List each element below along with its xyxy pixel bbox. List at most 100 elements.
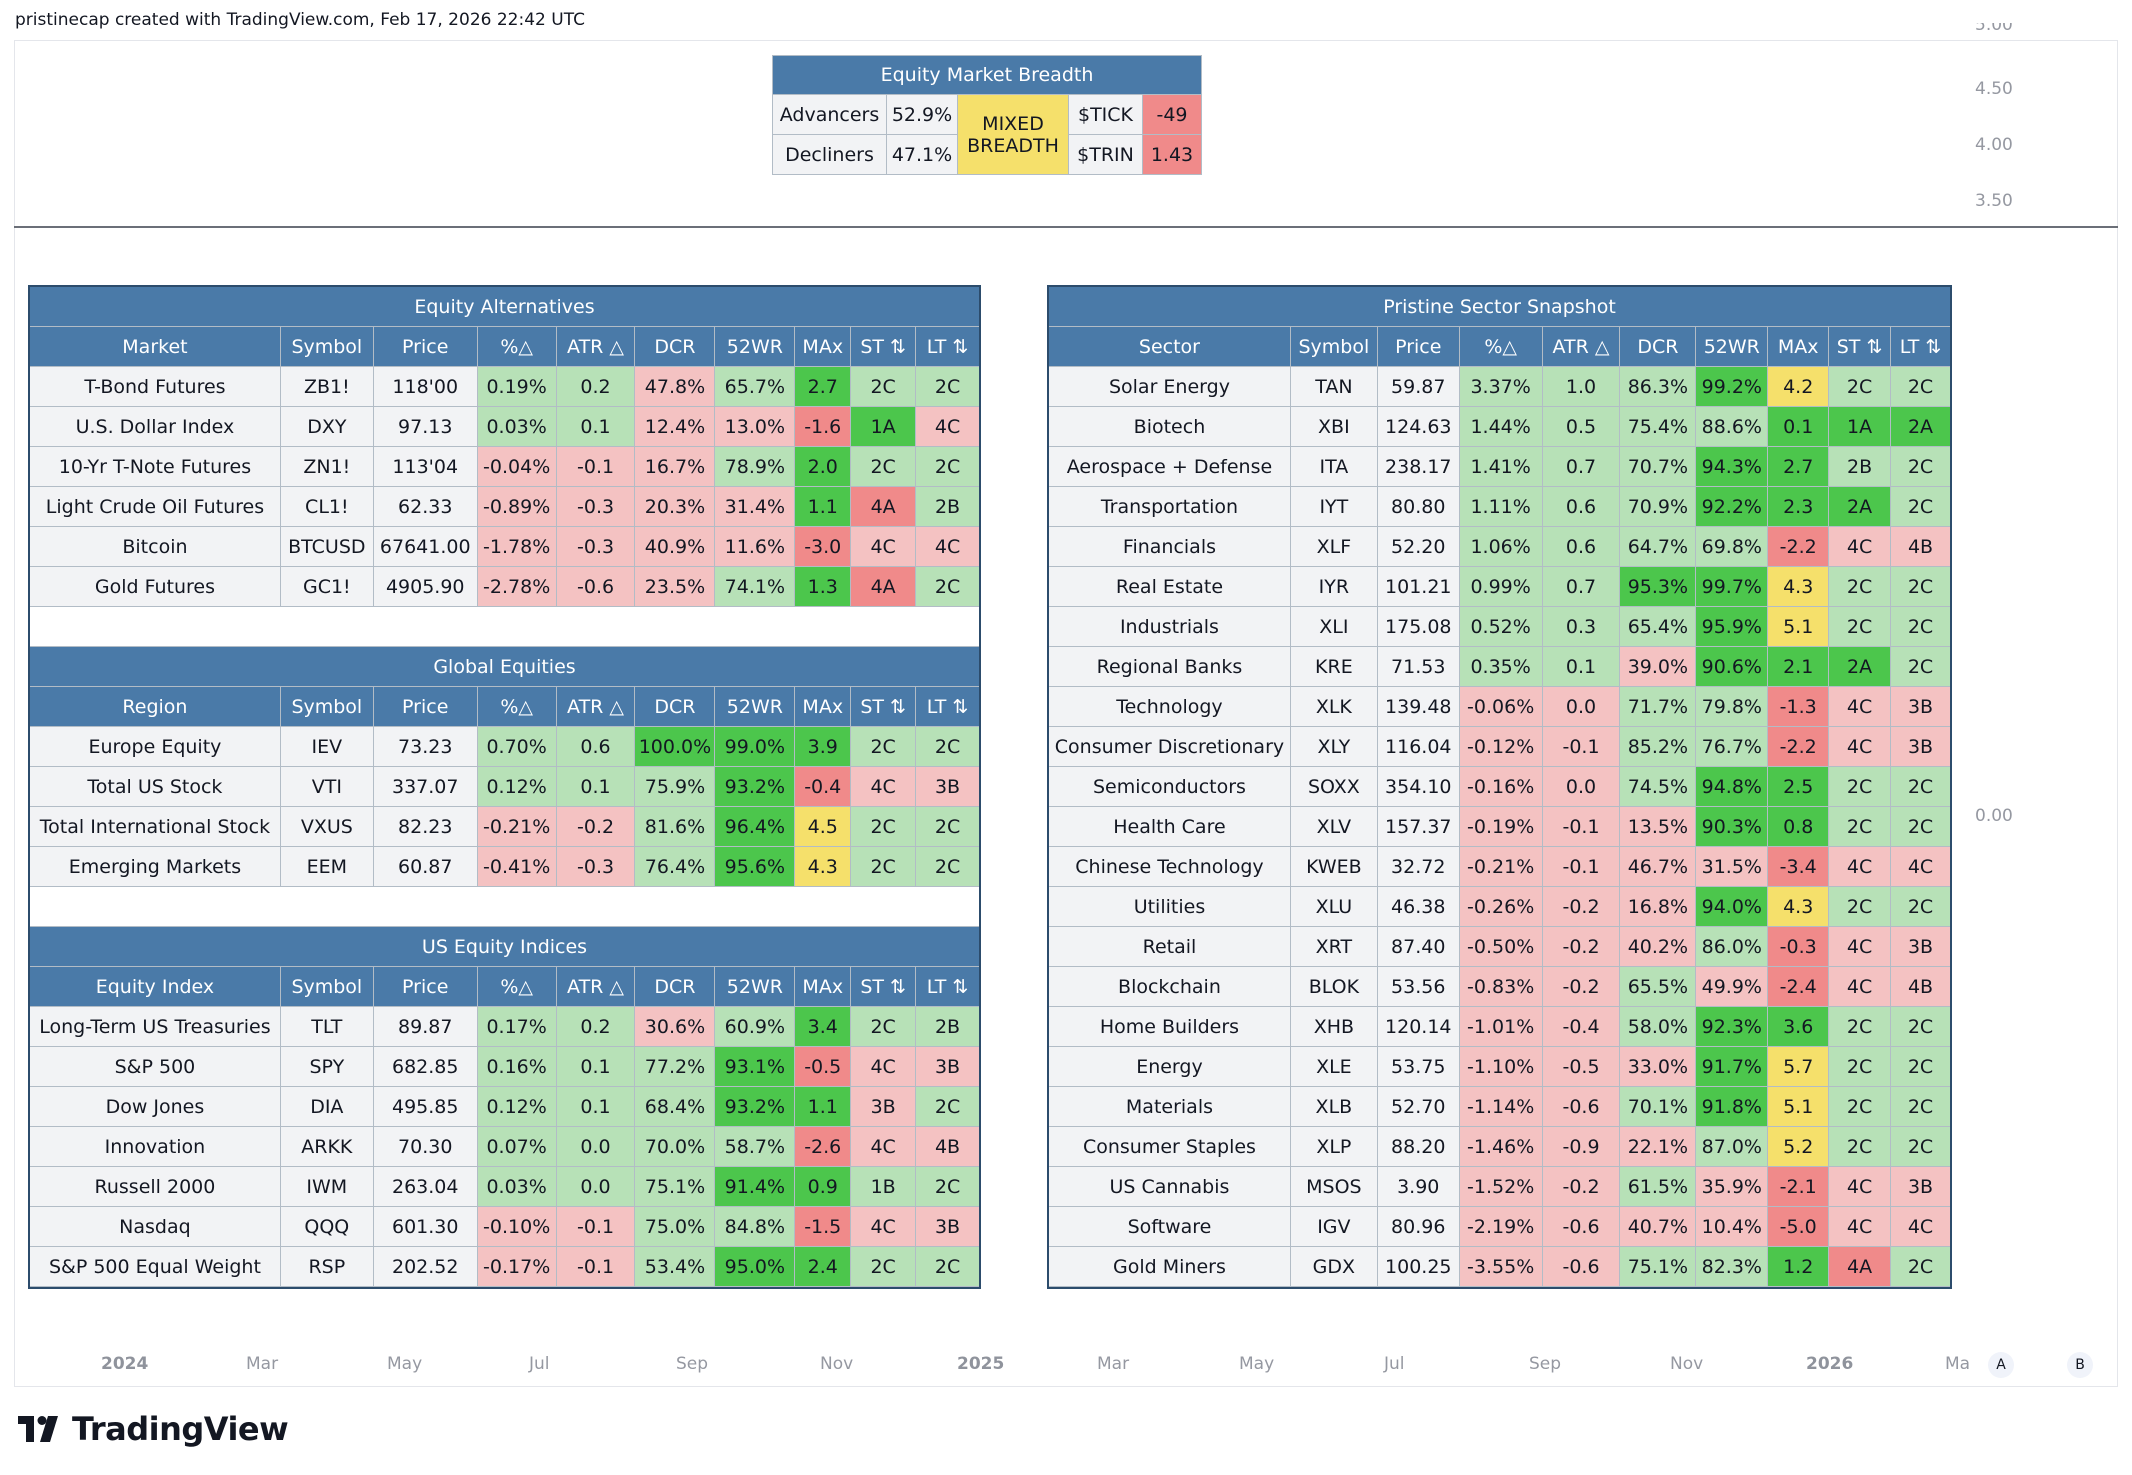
section-title-row: Equity Alternatives <box>29 286 980 327</box>
row-name: Home Builders <box>1048 1006 1291 1047</box>
pane-button-a[interactable]: A <box>1988 1352 2014 1378</box>
row-symbol: GDX <box>1289 1246 1378 1287</box>
row-lt: 2C <box>915 366 980 407</box>
row-max: 3.4 <box>794 1006 852 1047</box>
row-atr-change: 0.0 <box>1541 686 1621 727</box>
row-price: 97.13 <box>372 406 478 447</box>
table-row: Chinese Technology KWEB 32.72 -0.21% -0.1 46.… <box>1048 846 1951 887</box>
row-max: 2.1 <box>1767 646 1830 687</box>
row-atr-change: -0.4 <box>1541 1006 1621 1047</box>
row-dcr: 75.1% <box>634 1166 716 1207</box>
row-max: -2.1 <box>1767 1166 1830 1207</box>
row-price: 116.04 <box>1376 726 1460 767</box>
row-wr52: 13.0% <box>714 406 796 447</box>
row-symbol: ZB1! <box>279 366 374 407</box>
tradingview-logo-text: TradingView <box>72 1410 289 1448</box>
table-row: Light Crude Oil Futures CL1! 62.33 -0.89% -0… <box>29 486 980 527</box>
row-pct-change: -0.21% <box>1458 846 1543 887</box>
column-header: MAx <box>794 966 852 1007</box>
row-wr52: 78.9% <box>714 446 796 487</box>
row-wr52: 92.3% <box>1695 1006 1769 1047</box>
column-header: Symbol <box>1289 326 1378 367</box>
row-wr52: 84.8% <box>714 1206 796 1247</box>
column-header: Price <box>372 686 478 727</box>
row-atr-change: 0.7 <box>1541 446 1621 487</box>
column-header: %△ <box>1458 326 1543 367</box>
row-max: 5.1 <box>1767 606 1830 647</box>
row-atr-change: 0.1 <box>1541 646 1621 687</box>
row-symbol: SPY <box>279 1046 374 1087</box>
row-wr52: 96.4% <box>714 806 796 847</box>
row-st: 4C <box>1828 966 1892 1007</box>
row-symbol: CL1! <box>279 486 374 527</box>
row-st: 4C <box>850 1126 917 1167</box>
row-name: Total International Stock <box>29 806 281 847</box>
tick-value: -49 <box>1142 94 1202 135</box>
row-lt: 3B <box>915 766 980 807</box>
row-st: 4C <box>1828 1206 1892 1247</box>
row-symbol: XLU <box>1289 886 1378 927</box>
row-lt: 4C <box>915 526 980 567</box>
row-name: Dow Jones <box>29 1086 281 1127</box>
row-max: 4.3 <box>1767 886 1830 927</box>
row-pct-change: 1.06% <box>1458 526 1543 567</box>
row-pct-change: 0.35% <box>1458 646 1543 687</box>
row-name: Energy <box>1048 1046 1291 1087</box>
row-wr52: 74.1% <box>714 566 796 607</box>
pane-button-b[interactable]: B <box>2067 1352 2093 1378</box>
row-st: 4A <box>1828 1246 1892 1287</box>
row-lt: 2C <box>1890 1046 1951 1087</box>
row-atr-change: 0.2 <box>555 366 636 407</box>
row-name: Total US Stock <box>29 766 281 807</box>
row-st: 4C <box>1828 1166 1892 1207</box>
column-header: DCR <box>634 686 716 727</box>
table-row: Blockchain BLOK 53.56 -0.83% -0.2 65.5% 49.9% -… <box>1048 966 1951 1007</box>
row-wr52: 11.6% <box>714 526 796 567</box>
column-header: MAx <box>1767 326 1830 367</box>
row-lt: 3B <box>1890 926 1951 967</box>
row-wr52: 93.2% <box>714 766 796 807</box>
tick-label: $TICK <box>1068 94 1143 135</box>
row-lt: 2C <box>1890 486 1951 527</box>
row-pct-change: 0.12% <box>476 766 557 807</box>
row-dcr: 23.5% <box>634 566 716 607</box>
sector-snapshot-table: Pristine Sector Snapshot Sector Symbol Pric… <box>1048 286 1951 1287</box>
row-dcr: 70.1% <box>1619 1086 1697 1127</box>
row-dcr: 75.0% <box>634 1206 716 1247</box>
row-price: 120.14 <box>1376 1006 1460 1047</box>
row-pct-change: -0.04% <box>476 446 557 487</box>
row-symbol: EEM <box>279 846 374 887</box>
section-title: Pristine Sector Snapshot <box>1048 286 1951 327</box>
row-pct-change: -0.41% <box>476 846 557 887</box>
column-header: ATR △ <box>555 326 636 367</box>
row-name: Long-Term US Treasuries <box>29 1006 281 1047</box>
time-axis-label: 2025 <box>957 1354 1005 1374</box>
row-wr52: 31.5% <box>1695 846 1769 887</box>
tradingview-logo-icon <box>18 1416 58 1442</box>
pane-separator[interactable] <box>14 226 2118 228</box>
row-wr52: 91.8% <box>1695 1086 1769 1127</box>
row-atr-change: -0.6 <box>1541 1086 1621 1127</box>
row-name: S&P 500 Equal Weight <box>29 1246 281 1287</box>
row-pct-change: -1.14% <box>1458 1086 1543 1127</box>
breadth-status-line2: BREADTH <box>967 134 1059 157</box>
row-dcr: 77.2% <box>634 1046 716 1087</box>
column-header: DCR <box>634 966 716 1007</box>
column-header-row: Sector Symbol Price %△ ATR △ DCR 52WR MAx ST ⇅ LT… <box>1048 326 1951 367</box>
row-atr-change: 0.7 <box>1541 566 1621 607</box>
row-dcr: 16.7% <box>634 446 716 487</box>
chart-area[interactable] <box>14 40 2118 1387</box>
row-lt: 3B <box>915 1206 980 1247</box>
column-header: Price <box>372 966 478 1007</box>
row-atr-change: -0.3 <box>555 846 636 887</box>
tradingview-logo[interactable]: TradingView <box>18 1410 289 1448</box>
row-atr-change: -0.3 <box>555 486 636 527</box>
row-max: -2.2 <box>1767 726 1830 767</box>
row-dcr: 40.9% <box>634 526 716 567</box>
column-header: %△ <box>476 966 557 1007</box>
row-lt: 2B <box>915 1006 980 1047</box>
row-price: 71.53 <box>1376 646 1460 687</box>
row-max: -0.3 <box>1767 926 1830 967</box>
row-symbol: RSP <box>279 1246 374 1287</box>
row-dcr: 70.7% <box>1619 446 1697 487</box>
